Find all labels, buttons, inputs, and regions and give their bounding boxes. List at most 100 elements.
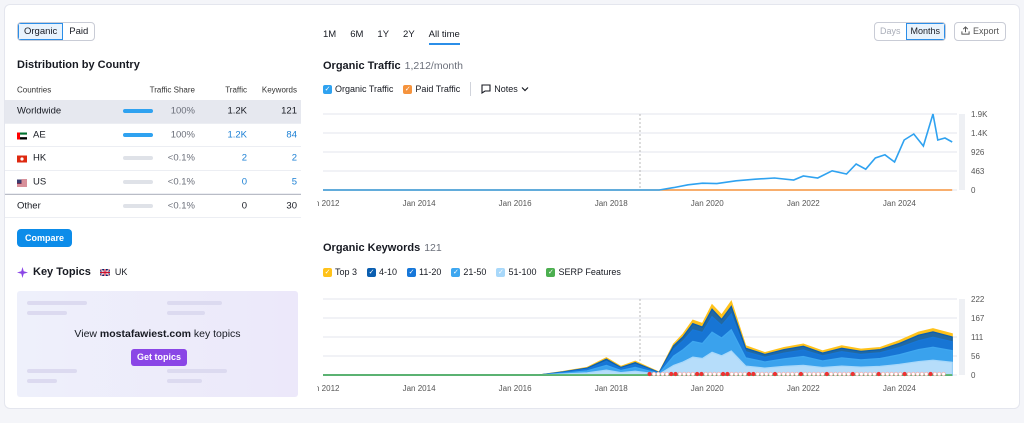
- months-button[interactable]: Months: [905, 23, 946, 40]
- event-marker: [720, 371, 726, 377]
- paid-toggle-button[interactable]: Paid: [69, 26, 89, 37]
- y-tick-label: 111: [971, 333, 984, 342]
- event-marker: [811, 371, 816, 377]
- keywords-value[interactable]: 84: [286, 129, 297, 141]
- traffic-share-bar: [123, 132, 153, 137]
- event-marker: [898, 371, 903, 377]
- x-tick-label: Jan 2016: [499, 199, 532, 206]
- organic-traffic-chart[interactable]: 1.9K 1.4K 926 463 0 Jan 2012 Jan 2014 Jan 2016 J…: [317, 106, 1013, 206]
- distribution-title: Distribution by Country: [17, 59, 140, 71]
- organic-keywords-chart[interactable]: 222 167 111 56 0 Jan 2012 Jan 2014 Jan 2016 Jan …: [317, 291, 1013, 391]
- checkbox-icon: ✓: [496, 267, 506, 277]
- export-button[interactable]: Export: [954, 22, 1007, 41]
- compare-button[interactable]: Compare: [17, 229, 73, 247]
- country-name: Other: [17, 200, 41, 212]
- traffic-share-value: <0.1%: [167, 152, 195, 164]
- traffic-value[interactable]: 1.2K: [227, 129, 247, 141]
- view-prefix: View: [74, 328, 97, 340]
- event-marker: [790, 371, 795, 377]
- legend-top3[interactable]: ✓ Top 3: [323, 267, 357, 277]
- legend-paid-traffic[interactable]: ✓ Paid Traffic: [403, 84, 460, 94]
- y-tick-label: 926: [971, 148, 985, 157]
- divider: [470, 82, 472, 96]
- event-marker: [794, 371, 799, 377]
- keywords-header: Keywords: [261, 85, 297, 95]
- key-topics-title: Key Topics: [33, 266, 91, 278]
- traffic-share-bar: [123, 203, 153, 208]
- event-marker: [772, 371, 778, 377]
- placeholder-line: [27, 311, 67, 315]
- legend-4-10[interactable]: ✓ 4-10: [367, 267, 397, 277]
- range-all-time[interactable]: All time: [428, 29, 460, 45]
- x-tick-label: Jan 2022: [787, 199, 820, 206]
- table-row-other: Other <0.1% 0 30: [5, 194, 301, 218]
- axis-strip: [959, 299, 965, 375]
- event-marker: [686, 371, 691, 377]
- legend-serp-features[interactable]: ✓ SERP Features: [546, 267, 621, 277]
- legend-label: Paid Traffic: [415, 84, 461, 94]
- y-tick-label: 463: [971, 167, 985, 176]
- organic-toggle-button[interactable]: Organic: [18, 23, 64, 40]
- event-marker: [906, 371, 912, 377]
- event-marker: [708, 371, 713, 377]
- legend-51-100[interactable]: ✓ 51-100: [496, 267, 536, 277]
- event-marker: [764, 371, 769, 377]
- event-marker: [932, 371, 938, 377]
- checkbox-icon: ✓: [403, 84, 413, 94]
- notes-icon: [481, 84, 491, 94]
- range-1m[interactable]: 1M: [323, 29, 337, 40]
- event-marker: [820, 371, 825, 377]
- notes-dropdown[interactable]: Notes: [481, 84, 529, 94]
- domain-name: mostafawiest.com: [99, 328, 191, 340]
- pos-21-50-area: [323, 328, 953, 376]
- legend-label: Top 3: [335, 267, 358, 277]
- keywords-value[interactable]: 5: [291, 176, 297, 188]
- traffic-subtitle: 1,212/month: [404, 60, 464, 72]
- event-marker: [824, 371, 829, 377]
- get-topics-button[interactable]: Get topics: [131, 349, 188, 366]
- traffic-chart-title: Organic Traffic 1,212/month: [323, 60, 463, 72]
- legend-21-50[interactable]: ✓ 21-50: [451, 267, 486, 277]
- y-tick-label: 56: [971, 352, 980, 361]
- sparkle-icon: [17, 266, 28, 278]
- country-name: HK: [33, 152, 47, 164]
- legend-11-20[interactable]: ✓ 11-20: [407, 267, 441, 277]
- event-marker: [941, 371, 946, 377]
- traffic-value[interactable]: 2: [241, 152, 247, 164]
- view-suffix: key topics: [193, 328, 241, 340]
- organic-traffic-line: [323, 113, 953, 191]
- date-range-tabs: 1M 6M 1Y 2Y All time: [323, 29, 460, 45]
- event-marker: [690, 371, 695, 377]
- event-marker: [777, 371, 782, 377]
- x-tick-label: Jan 2020: [691, 199, 724, 206]
- country-name: Worldwide: [17, 105, 62, 117]
- checkbox-icon: ✓: [367, 267, 377, 277]
- table-row-hk[interactable]: HK <0.1% 2 2: [5, 147, 301, 171]
- uk-flag-icon: [99, 268, 110, 276]
- range-1y[interactable]: 1Y: [377, 29, 390, 40]
- event-marker: [803, 371, 808, 377]
- x-tick-label: Jan 2024: [883, 199, 916, 206]
- placeholder-line: [27, 301, 87, 305]
- event-marker: [768, 371, 773, 377]
- event-marker: [751, 371, 756, 377]
- event-marker: [716, 371, 721, 377]
- table-row-us[interactable]: US <0.1% 0 5: [5, 171, 301, 194]
- placeholder-line: [167, 311, 205, 315]
- event-marker: [785, 371, 791, 377]
- days-button[interactable]: Days: [880, 26, 901, 36]
- traffic-value[interactable]: 0: [241, 176, 247, 188]
- range-6m[interactable]: 6M: [350, 29, 364, 40]
- event-marker: [733, 371, 739, 377]
- event-marker: [889, 371, 894, 377]
- table-row-ae[interactable]: AE 100% 1.2K 84: [5, 124, 301, 147]
- range-2y[interactable]: 2Y: [403, 29, 415, 40]
- table-row-worldwide[interactable]: Worldwide 100% 1.2K 121: [5, 100, 301, 124]
- event-marker: [919, 371, 925, 377]
- keywords-legend: ✓ Top 3 ✓ 4-10 ✓ 11-20 ✓ 21-50 ✓ 51-100 ✓ SERP…: [323, 267, 621, 277]
- keywords-value[interactable]: 2: [291, 152, 297, 164]
- legend-organic-traffic[interactable]: ✓ Organic Traffic: [323, 84, 393, 94]
- organic-paid-toggle: Organic Paid: [17, 22, 96, 41]
- x-tick-label: Jan 2022: [787, 384, 820, 391]
- y-tick-label: 167: [971, 314, 985, 323]
